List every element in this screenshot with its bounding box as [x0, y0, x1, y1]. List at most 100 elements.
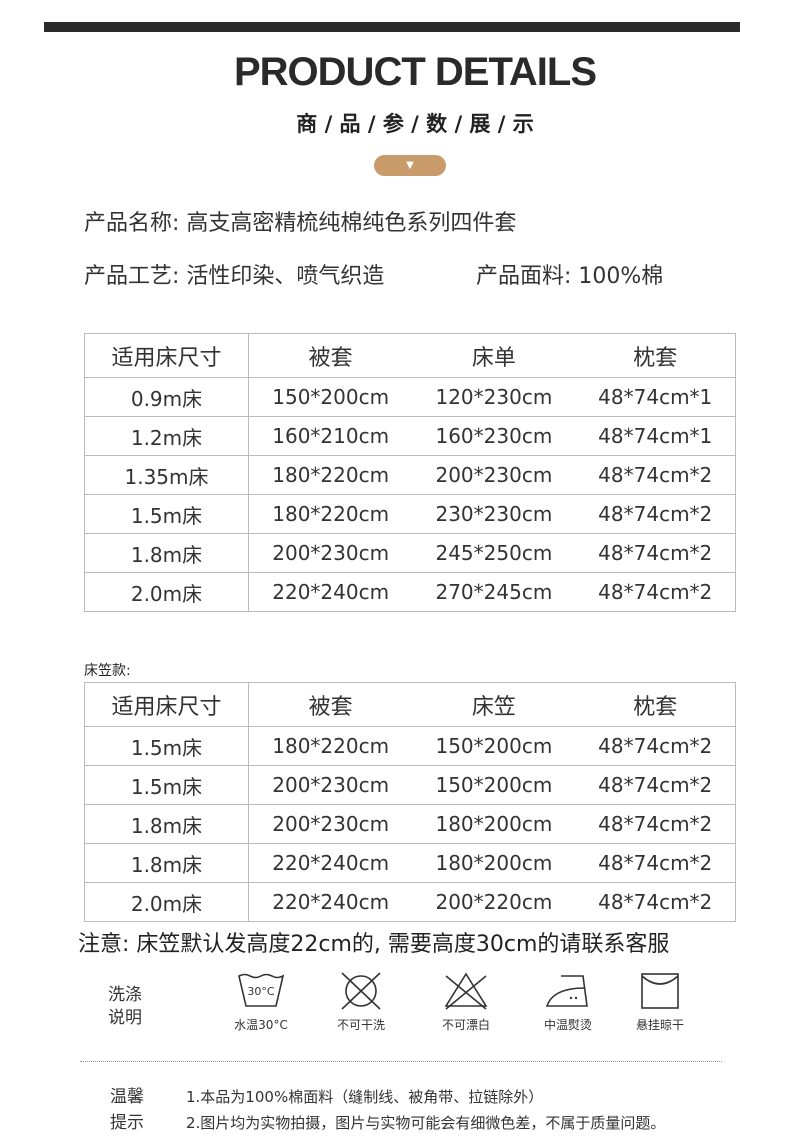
- table-row: 2.0m床 220*240cm 270*245cm 48*74cm*2: [84, 572, 737, 612]
- table-row: 1.2m床 160*210cm 160*230cm 48*74cm*1: [84, 416, 737, 456]
- table-cell: 床笠: [412, 682, 576, 727]
- table-header-row: 适用床尺寸 被套 床笠 枕套: [84, 682, 737, 727]
- iron-medium-icon: [545, 975, 588, 1007]
- table-cell: 48*74cm*2: [575, 804, 737, 844]
- table-cell: 48*74cm*2: [575, 455, 737, 495]
- product-fabric: 产品面料: 100%棉: [476, 264, 664, 289]
- table-cell: 150*200cm: [412, 726, 576, 766]
- table-cell: 48*74cm*2: [575, 726, 737, 766]
- table-cell: 48*74cm*2: [575, 882, 737, 922]
- table-cell: 180*220cm: [248, 455, 413, 495]
- notice-text: 注意: 床笠默认发高度22cm的, 需要高度30cm的请联系客服: [78, 932, 670, 957]
- table-cell: 245*250cm: [412, 533, 576, 573]
- table-cell: 1.35m床: [84, 455, 249, 495]
- table-cell: 220*240cm: [248, 843, 413, 883]
- fitted-sheet-label: 床笠款:: [84, 663, 131, 679]
- iron-medium-label: 中温熨烫: [543, 1018, 592, 1032]
- table-row: 2.0m床 220*240cm 200*220cm 48*74cm*2: [84, 882, 737, 922]
- dotted-divider: [80, 1061, 722, 1062]
- table-cell: 2.0m床: [84, 572, 249, 612]
- table-cell: 1.8m床: [84, 533, 249, 573]
- table-cell: 180*200cm: [412, 804, 576, 844]
- size-table: 适用床尺寸 被套 床单 枕套 0.9m床 150*200cm 120*230cm 48*74c…: [84, 333, 737, 612]
- tips-label: 温馨 提示: [110, 1084, 144, 1136]
- table-cell: 48*74cm*2: [575, 533, 737, 573]
- page-title: PRODUCT DETAILS: [233, 50, 597, 94]
- table-cell: 48*74cm*2: [575, 572, 737, 612]
- wash-30-icon: 30°C: [238, 973, 285, 1007]
- table-cell: 180*220cm: [248, 726, 413, 766]
- arrow-down-icon: ▼: [406, 160, 414, 171]
- table-cell: 200*230cm: [248, 533, 413, 573]
- tip-2: 2.图片均为实物拍摄，图片与实物可能会有细微色差，不属于质量问题。: [186, 1114, 666, 1132]
- page-subtitle: 商 / 品 / 参 / 数 / 展 / 示: [296, 112, 534, 136]
- table-row: 1.8m床 200*230cm 245*250cm 48*74cm*2: [84, 533, 737, 573]
- tip-1: 1.本品为100%棉面料（缝制线、被角带、拉链除外）: [186, 1088, 544, 1106]
- table-cell: 枕套: [575, 682, 737, 727]
- table-cell: 180*220cm: [248, 494, 413, 534]
- table-cell: 0.9m床: [84, 377, 249, 417]
- table-row: 1.8m床 200*230cm 180*200cm 48*74cm*2: [84, 804, 737, 844]
- no-bleach-item: 不可漂白: [436, 972, 496, 1033]
- wash-temp-text: 30°C: [247, 985, 274, 998]
- table-cell: 1.5m床: [84, 765, 249, 805]
- tips-list: 1.本品为100%棉面料（缝制线、被角带、拉链除外） 2.图片均为实物拍摄，图片与…: [186, 1084, 665, 1136]
- table-cell: 120*230cm: [412, 377, 576, 417]
- iron-medium-item: 中温熨烫: [538, 972, 598, 1033]
- table-cell: 48*74cm*1: [575, 377, 737, 417]
- table-cell: 150*200cm: [248, 377, 413, 417]
- table-cell: 200*230cm: [248, 765, 413, 805]
- product-craft: 产品工艺: 活性印染、喷气织造: [84, 264, 385, 289]
- table-row: 1.35m床 180*220cm 200*230cm 48*74cm*2: [84, 455, 737, 495]
- wash-label-2: 说明: [108, 1008, 142, 1028]
- table-cell: 1.2m床: [84, 416, 249, 456]
- table-cell: 1.8m床: [84, 804, 249, 844]
- table-cell: 200*230cm: [412, 455, 576, 495]
- table-header-row: 适用床尺寸 被套 床单 枕套: [84, 333, 737, 378]
- table-cell: 180*200cm: [412, 843, 576, 883]
- table-cell: 270*245cm: [412, 572, 576, 612]
- table-cell: 160*210cm: [248, 416, 413, 456]
- table-row: 1.8m床 220*240cm 180*200cm 48*74cm*2: [84, 843, 737, 883]
- table-cell: 适用床尺寸: [84, 333, 249, 378]
- no-bleach-label: 不可漂白: [441, 1018, 490, 1032]
- tips-label-2: 提示: [110, 1113, 144, 1133]
- fitted-size-table: 适用床尺寸 被套 床笠 枕套 1.5m床 180*220cm 150*200cm 48*74c…: [84, 682, 737, 922]
- no-dry-clean-label: 不可干洗: [336, 1018, 385, 1032]
- table-cell: 枕套: [575, 333, 737, 378]
- hang-dry-icon: [641, 973, 679, 1009]
- table-cell: 48*74cm*2: [575, 494, 737, 534]
- table-cell: 230*230cm: [412, 494, 576, 534]
- table-cell: 48*74cm*1: [575, 416, 737, 456]
- table-cell: 200*230cm: [248, 804, 413, 844]
- no-bleach-icon: [444, 972, 488, 1010]
- table-cell: 160*230cm: [412, 416, 576, 456]
- table-cell: 48*74cm*2: [575, 765, 737, 805]
- wash-30-item: 30°C 水温30°C: [231, 972, 291, 1033]
- tips-label-1: 温馨: [110, 1087, 144, 1107]
- arrow-down-pill: ▼: [374, 155, 446, 176]
- table-row: 1.5m床 200*230cm 150*200cm 48*74cm*2: [84, 765, 737, 805]
- table-row: 1.5m床 180*220cm 150*200cm 48*74cm*2: [84, 726, 737, 766]
- table-cell: 1.5m床: [84, 494, 249, 534]
- table-cell: 被套: [248, 333, 413, 378]
- table-cell: 床单: [412, 333, 576, 378]
- wash-label: 洗涤 说明: [108, 984, 142, 1030]
- table-cell: 1.5m床: [84, 726, 249, 766]
- top-bar: [44, 22, 740, 32]
- wash-label-1: 洗涤: [108, 985, 142, 1005]
- table-cell: 220*240cm: [248, 572, 413, 612]
- hang-dry-label: 悬挂晾干: [635, 1018, 684, 1032]
- no-dry-clean-icon: [341, 972, 381, 1010]
- wash-30-label: 水温30°C: [234, 1018, 288, 1032]
- table-cell: 被套: [248, 682, 413, 727]
- table-cell: 1.8m床: [84, 843, 249, 883]
- no-dry-clean-item: 不可干洗: [331, 972, 391, 1033]
- table-row: 1.5m床 180*220cm 230*230cm 48*74cm*2: [84, 494, 737, 534]
- table-cell: 适用床尺寸: [84, 682, 249, 727]
- table-cell: 220*240cm: [248, 882, 413, 922]
- table-cell: 2.0m床: [84, 882, 249, 922]
- table-cell: 48*74cm*2: [575, 843, 737, 883]
- table-cell: 200*220cm: [412, 882, 576, 922]
